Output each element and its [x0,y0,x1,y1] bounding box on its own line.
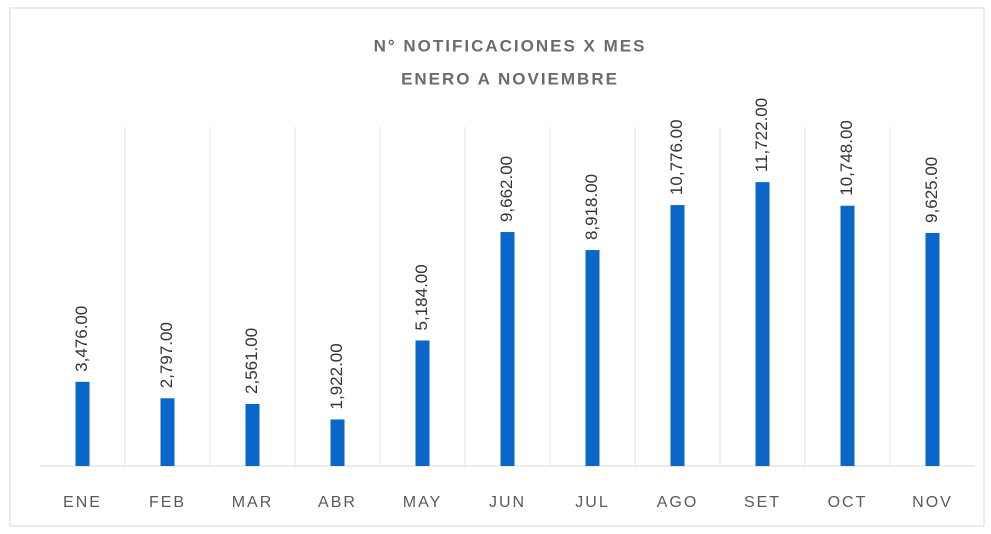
value-label: 2,561.00 [242,328,261,394]
value-label: 10,748.00 [837,120,856,196]
bar [755,182,770,466]
bar [585,250,600,466]
bar [160,398,175,466]
value-label: 3,476.00 [72,306,91,372]
x-tick-label: AGO [657,494,699,511]
x-tick-label: FEB [149,494,186,511]
value-label: 10,776.00 [667,119,686,195]
value-label: 2,797.00 [157,322,176,388]
bar [330,419,345,466]
x-tick-label: JUN [489,494,526,511]
chart-subtitle: ENERO A NOVIEMBRE [401,69,619,88]
x-tick-label: ABR [318,494,357,511]
x-tick-label: MAR [232,494,274,511]
x-tick-label: MAY [403,494,442,511]
value-label: 8,918.00 [582,174,601,240]
x-tick-label: SET [744,494,781,511]
bar [500,232,515,466]
x-tick-label: JUL [575,494,609,511]
x-tick-label: ENE [63,494,102,511]
bar [415,340,430,466]
bar [245,403,260,466]
value-label: 9,625.00 [922,157,941,223]
bar [840,205,855,466]
bar [75,381,90,466]
x-tick-label: OCT [828,494,868,511]
value-label: 5,184.00 [412,264,431,330]
value-label: 11,722.00 [752,98,771,172]
chart-title: N° NOTIFICACIONES X MES [374,36,647,55]
value-label: 1,922.00 [327,343,346,409]
bar [925,232,940,466]
bar [670,205,685,466]
x-tick-label: NOV [912,494,953,511]
value-label: 9,662.00 [497,156,516,222]
